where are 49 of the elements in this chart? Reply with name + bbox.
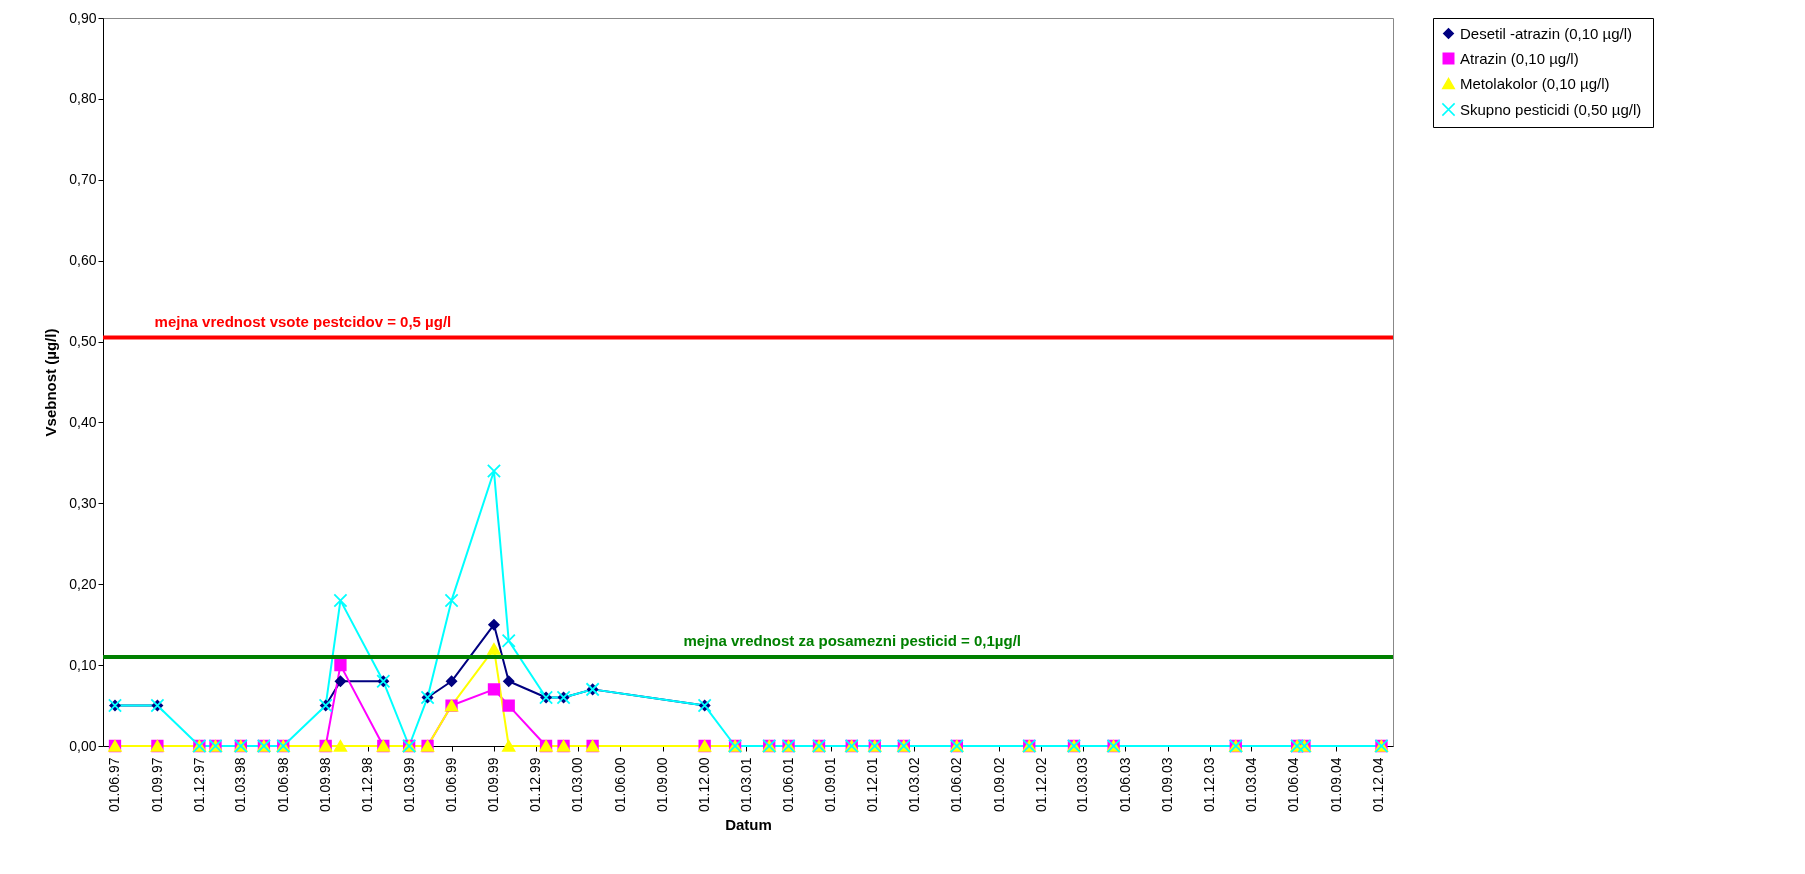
x-tick-label: 01.12.99	[527, 757, 544, 812]
y-axis-title: Vsebnost (µg/l)	[42, 328, 60, 437]
legend-label: Metolakolor (0,10 µg/l)	[1460, 74, 1610, 92]
y-tick-label: 0,80	[69, 90, 97, 107]
x-tick-label: 01.09.03	[1159, 757, 1176, 812]
x-tick-label: 01.06.04	[1285, 757, 1302, 812]
ref-line-label: mejna vrednost vsote pestcidov = 0,5 µg/l	[154, 312, 452, 330]
x-tick-label: 01.09.97	[148, 757, 165, 812]
y-tick-label: 0,40	[69, 413, 97, 430]
legend-label: Desetil -atrazin (0,10 µg/l)	[1460, 24, 1633, 42]
x-tick-label: 01.03.02	[905, 757, 922, 812]
y-tick-label: 0,10	[69, 656, 97, 673]
y-tick-label: 0,60	[69, 252, 97, 269]
x-tick-label: 01.06.02	[948, 757, 965, 812]
y-tick-label: 0,70	[69, 171, 97, 188]
x-tick-label: 01.12.97	[190, 757, 207, 812]
x-tick-label: 01.06.97	[106, 757, 123, 812]
x-tick-label: 01.03.00	[569, 757, 586, 812]
legend-label: Atrazin (0,10 µg/l)	[1460, 49, 1579, 67]
x-tick-label: 01.03.03	[1074, 757, 1091, 812]
x-tick-label: 01.06.98	[274, 757, 291, 812]
x-tick-label: 01.06.99	[443, 757, 460, 812]
y-tick-label: 0,20	[69, 575, 97, 592]
x-tick-label: 01.12.02	[1032, 757, 1049, 812]
x-tick-label: 01.03.98	[232, 757, 249, 812]
x-tick-label: 01.12.98	[359, 757, 376, 812]
x-axis-title: Datum	[725, 816, 772, 833]
y-tick-label: 0,30	[69, 494, 97, 511]
x-tick-label: 01.09.00	[654, 757, 671, 812]
x-tick-label: 01.12.04	[1369, 757, 1386, 812]
x-tick-label: 01.12.03	[1201, 757, 1217, 812]
legend-label: Skupno pesticidi (0,50 µg/l)	[1460, 100, 1642, 118]
x-tick-label: 01.09.01	[822, 757, 839, 812]
x-tick-label: 01.09.02	[990, 757, 1007, 812]
x-tick-label: 01.12.00	[696, 757, 713, 812]
x-tick-label: 01.06.03	[1116, 757, 1133, 812]
x-tick-label: 01.03.01	[737, 757, 754, 812]
x-tick-label: 01.09.99	[485, 757, 502, 812]
x-tick-label: 01.03.04	[1242, 757, 1259, 812]
ref-line-label: mejna vrednost za posamezni pesticid = 0,1µg/l	[683, 632, 1021, 650]
x-tick-label: 01.09.04	[1327, 757, 1344, 812]
x-tick-label: 01.12.01	[864, 757, 881, 812]
y-tick-label: 0,50	[69, 333, 97, 350]
x-tick-label: 01.06.00	[611, 757, 628, 812]
x-tick-label: 01.06.01	[780, 757, 797, 812]
x-tick-label: 01.09.98	[317, 757, 334, 812]
y-tick-label: 0,90	[69, 9, 97, 26]
y-tick-label: 0,00	[69, 737, 97, 754]
x-tick-label: 01.03.99	[400, 757, 417, 812]
